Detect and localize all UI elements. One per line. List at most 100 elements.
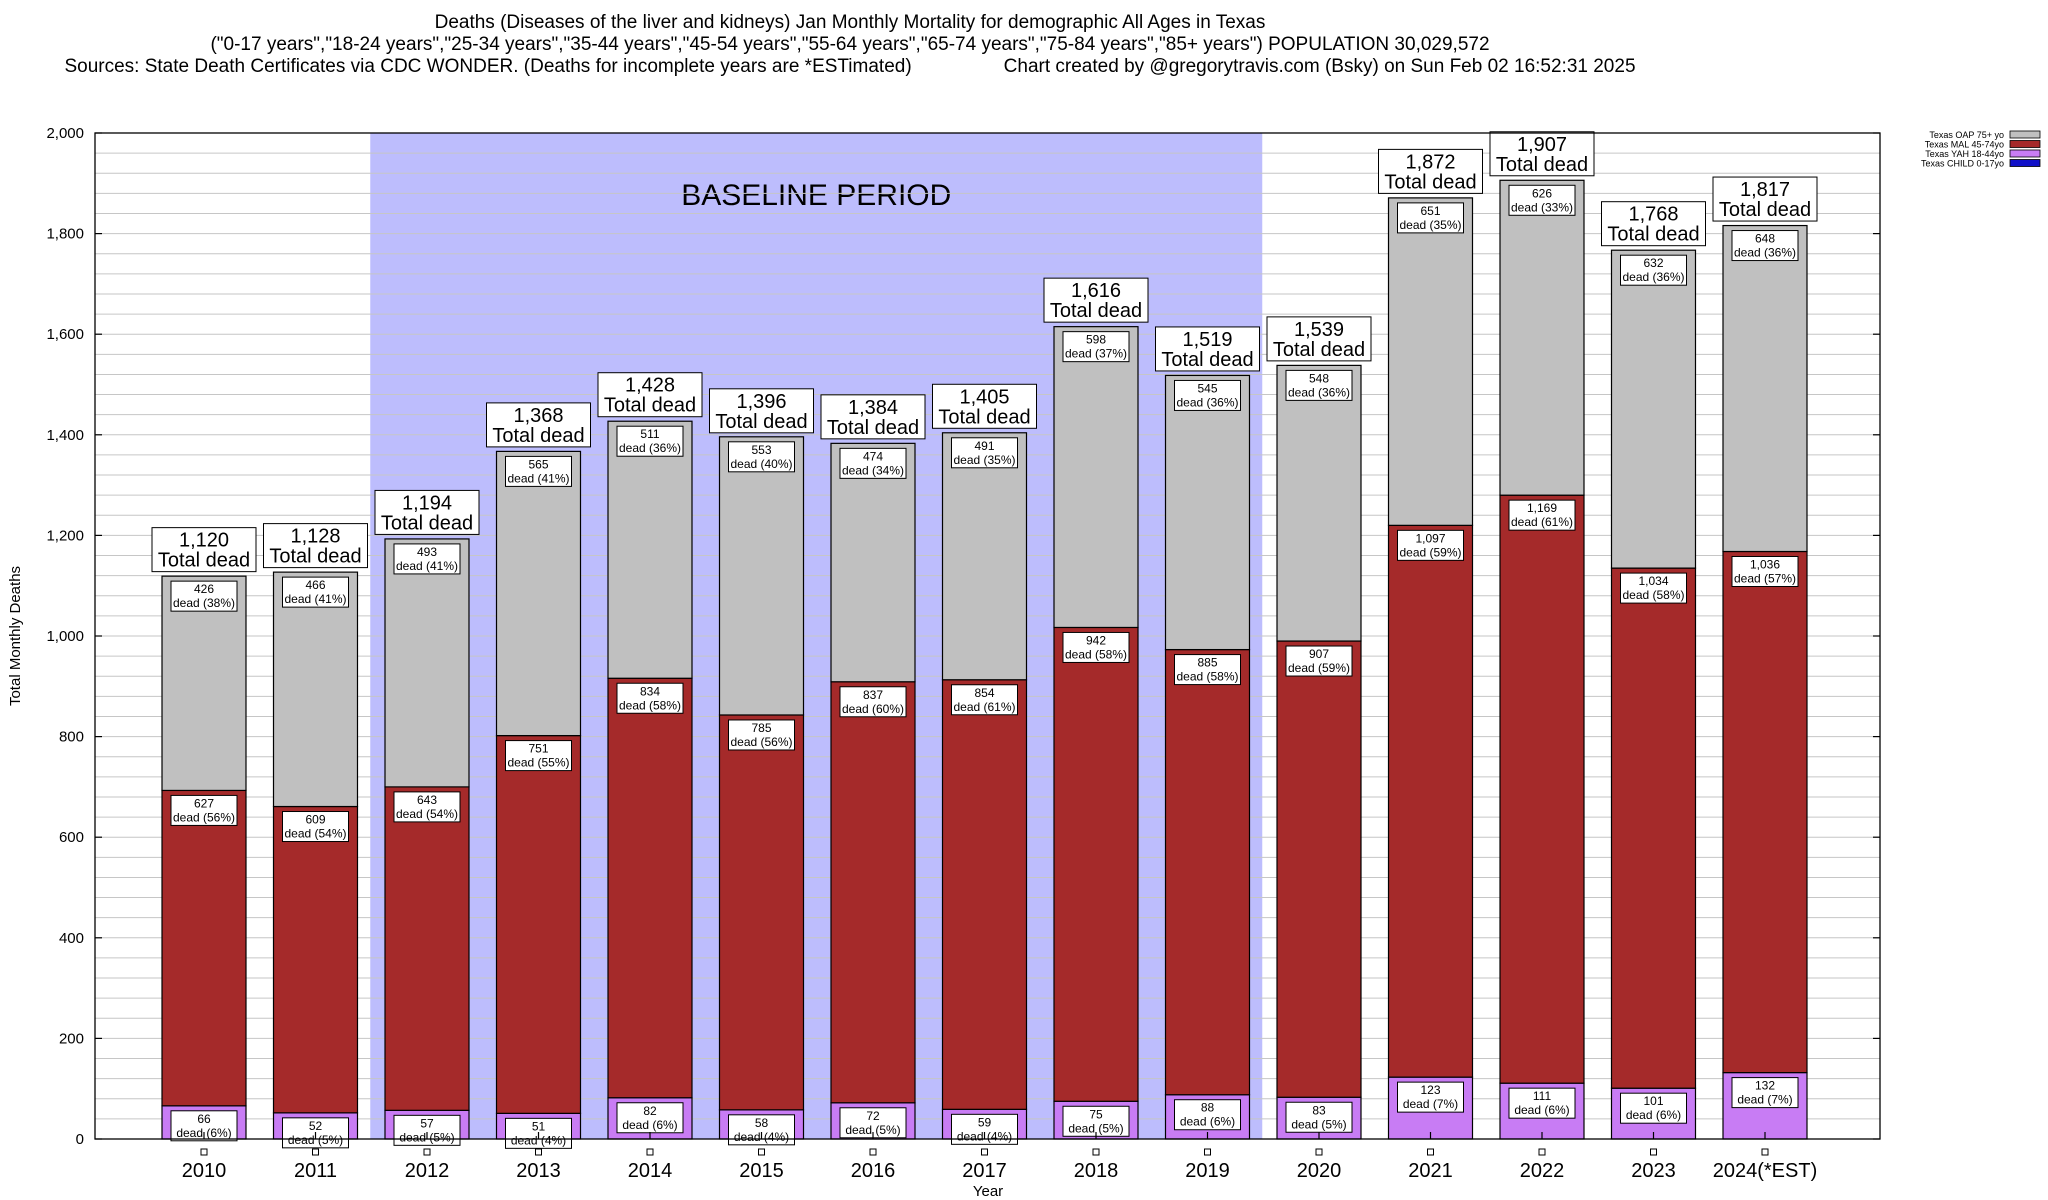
bar-segment	[1164, 648, 1251, 1096]
total-label-suffix: Total dead	[938, 406, 1030, 428]
segment-label-box	[1285, 645, 1353, 677]
segment-label-percent: dead (54%)	[284, 827, 346, 841]
total-label-suffix: Total dead	[827, 417, 919, 439]
segment-label-percent: dead (61%)	[1511, 515, 1573, 529]
segment-label-percent: dead (5%)	[1291, 1117, 1346, 1131]
segment-label-percent: dead (35%)	[1399, 218, 1461, 232]
segment-label-percent: dead (58%)	[619, 698, 681, 712]
segment-label-percent: dead (34%)	[842, 463, 904, 477]
total-label-box	[1155, 326, 1260, 372]
segment-label-box	[282, 811, 349, 843]
segment-label-box	[1731, 230, 1799, 262]
x-point-marker	[1427, 1148, 1434, 1156]
chart-source: Sources: State Death Certificates via CD…	[64, 56, 912, 77]
y-axis-label: Total Monthly Deaths	[7, 566, 24, 706]
segment-label-box	[1174, 1099, 1241, 1131]
segment-label-box	[1174, 654, 1241, 686]
y-tick-label: 200	[59, 1030, 84, 1047]
bar-segment	[495, 734, 582, 1114]
total-label-value: 1,768	[1628, 204, 1678, 226]
segment-label-box	[616, 425, 684, 457]
segment-label-percent: dead (6%)	[1626, 1108, 1681, 1122]
segment-label-count: 548	[1309, 371, 1329, 385]
total-label-suffix: Total dead	[1496, 154, 1588, 176]
x-tick-label: 2020	[1297, 1160, 1342, 1182]
segment-label-count: 511	[640, 427, 659, 441]
segment-label-box	[505, 740, 572, 772]
total-label-box	[597, 372, 703, 418]
total-label-value: 1,368	[513, 405, 563, 427]
segment-label-percent: dead (60%)	[842, 702, 904, 716]
segment-label-count: 609	[305, 813, 325, 827]
total-label-suffix: Total dead	[1273, 339, 1365, 361]
segment-label-box	[1397, 529, 1464, 561]
x-point-marker	[1538, 1148, 1546, 1156]
bar-segment	[1053, 626, 1139, 1102]
segment-label-percent: dead (41%)	[284, 592, 346, 606]
segment-label-count: 57	[420, 1116, 434, 1130]
bar-segment	[1164, 374, 1251, 651]
total-label-box	[1378, 148, 1483, 194]
segment-label-box	[728, 441, 795, 473]
segment-label-count: 643	[417, 793, 437, 807]
bar-segment	[941, 679, 1028, 1110]
segment-label-box	[1620, 1092, 1687, 1124]
x-tick-label: 2024(*EST)	[1713, 1160, 1818, 1182]
legend-entry: Texas YAH 18-44yo	[1925, 149, 2041, 159]
segment-label-count: 565	[528, 457, 548, 471]
segment-label-box	[393, 543, 461, 575]
y-tick-label: 400	[59, 930, 84, 947]
x-point-marker	[535, 1148, 542, 1156]
segment-label-percent: dead (5%)	[1068, 1121, 1123, 1135]
segment-label-count: 466	[305, 578, 325, 592]
segment-label-count: 834	[640, 684, 660, 698]
segment-label-box	[1174, 379, 1241, 411]
bar-segment	[1722, 550, 1808, 1074]
segment-label-percent: dead (7%)	[1737, 1093, 1792, 1107]
segment-label-box	[1062, 631, 1130, 663]
y-tick-label: 0	[76, 1131, 84, 1148]
x-tick-label: 2017	[962, 1160, 1007, 1182]
total-label-suffix: Total dead	[1050, 300, 1142, 322]
segment-label-count: 648	[1755, 232, 1775, 246]
segment-label-box	[1285, 369, 1353, 401]
x-point-marker	[1315, 1148, 1323, 1156]
total-label-value: 1,872	[1405, 151, 1455, 173]
segment-label-box	[170, 580, 238, 612]
segment-label-percent: dead (6%)	[622, 1118, 677, 1132]
bar-segment	[384, 538, 470, 788]
x-tick-label: 2011	[294, 1160, 337, 1182]
x-point-marker	[758, 1148, 765, 1156]
total-label-value: 1,539	[1294, 319, 1344, 341]
total-label-box	[486, 402, 591, 448]
x-tick-label: 2014	[628, 1160, 673, 1182]
bar-segment	[495, 450, 582, 737]
bar-segment	[718, 714, 805, 1111]
total-label-suffix: Total dead	[715, 411, 807, 433]
x-axis-label: Year	[973, 1183, 1003, 1200]
segment-label-box	[1508, 1087, 1576, 1119]
x-tick-label: 2021	[1408, 1160, 1453, 1182]
segment-label-box	[951, 437, 1018, 469]
baseline-period-label: BASELINE PERIOD	[681, 179, 951, 212]
bar-segment	[161, 575, 247, 792]
segment-label-box	[728, 719, 795, 751]
